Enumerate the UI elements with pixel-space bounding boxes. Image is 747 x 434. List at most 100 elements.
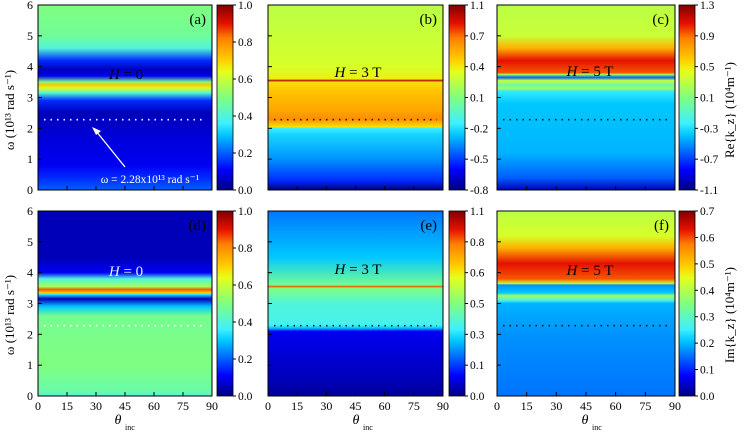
x-tick-label: 90 xyxy=(206,399,218,413)
x-axis-label-col1-sub: inc xyxy=(125,423,135,432)
panel-c: (c) H = 5 T -1.1 -0.7 -0.3 0.1 0.5 0.9 1.3 xyxy=(496,0,718,197)
colorbar-tick-label: 1.0 xyxy=(238,0,253,12)
colorbar xyxy=(678,210,696,397)
field-label: H = 5 T xyxy=(566,64,614,80)
colorbar-tick-label: 0.2 xyxy=(700,338,715,350)
x-tick-label: 0 xyxy=(494,399,500,413)
colorbar-tick-label: -0.3 xyxy=(700,123,718,135)
x-axis-label-col1: θ inc xyxy=(115,413,136,432)
y-axis-label-row2-text: ω (10¹³ rad s⁻¹) xyxy=(2,275,17,355)
x-axis-label-col2-theta: θ xyxy=(353,413,360,428)
field-label: H = 0 xyxy=(108,67,143,83)
colorbar-tick-label: 0.5 xyxy=(700,259,715,271)
x-tick-label: 30 xyxy=(550,399,562,413)
colorbar-tick-label: -0.7 xyxy=(700,154,718,166)
heatmap-f xyxy=(497,211,675,396)
colorbar-tick-label: -1.1 xyxy=(700,185,718,197)
x-tick-label: 60 xyxy=(379,399,391,413)
annotation-arrow-shaft xyxy=(95,130,126,168)
colorbar-tick-label: 0.4 xyxy=(238,111,253,123)
colorbar-tick-label: 0.2 xyxy=(238,148,253,160)
y-tick-label: 1 xyxy=(27,358,33,372)
colorbar-tick-label: 1.1 xyxy=(470,206,485,218)
colorbar-tick-label: 0.6 xyxy=(470,268,485,280)
colorbar xyxy=(216,210,234,397)
colorbar-tick-label: 1.1 xyxy=(470,0,485,12)
y-tick-label: 0 xyxy=(27,183,33,197)
panel-a: 1 2 3 4 5 6 0 (a) H = 0 0.0 0.2 0.4 0.6 0.8 1.0 xyxy=(27,0,253,197)
annotation-arrow-head xyxy=(92,127,101,135)
panel-letter: (b) xyxy=(420,12,438,28)
colorbar-tick-label: 0.7 xyxy=(470,31,485,43)
panel-letter: (e) xyxy=(420,218,437,234)
y-axis-label-row1: ω (10¹³ rad s⁻¹) xyxy=(2,70,17,150)
colorbar-tick-label: 0.8 xyxy=(238,37,253,49)
x-tick-label: 75 xyxy=(408,399,420,413)
panel-e: 0 15 30 45 60 75 90 (e) H = 3 T 0.0 0.1 0.3 0.5 0.6 0.… xyxy=(265,206,485,413)
colorbar-tick-label: 0.0 xyxy=(238,391,253,403)
field-label: H = 3 T xyxy=(334,262,382,278)
colorbar-tick-label: 0.3 xyxy=(470,329,485,341)
y-axis-label-row2: ω (10¹³ rad s⁻¹) xyxy=(2,275,17,355)
colorbar-tick-label: 1.3 xyxy=(700,0,715,12)
colorbar-tick-label: 0.4 xyxy=(238,317,253,329)
colorbar-tick-label: 1.0 xyxy=(238,206,253,218)
heatmap-e xyxy=(268,211,443,396)
y-tick-label: 4 xyxy=(27,60,33,74)
y-tick-label: 6 xyxy=(27,204,33,218)
field-label-value: = 5 T xyxy=(577,263,613,279)
x-tick-label: 45 xyxy=(119,399,131,413)
field-label-symbol: H xyxy=(566,64,579,80)
colorbar-label-row2: Im{k_z} (10⁴m⁻¹) xyxy=(722,267,737,363)
x-tick-label: 60 xyxy=(148,399,160,413)
field-label-value: = 5 T xyxy=(577,64,613,80)
field-label: H = 3 T xyxy=(334,65,382,81)
field-label-symbol: H xyxy=(334,262,347,278)
x-tick-label: 45 xyxy=(350,399,362,413)
colorbar-tick-label: 0.6 xyxy=(238,280,253,292)
colorbar-tick-label: 0.2 xyxy=(238,354,253,366)
colorbar-tick-label: -0.8 xyxy=(470,185,488,197)
x-tick-label: 30 xyxy=(90,399,102,413)
field-label: H = 5 T xyxy=(566,263,614,279)
heatmap-a xyxy=(38,5,212,190)
x-axis-label-col2-sub: inc xyxy=(363,423,373,432)
y-tick-label: 0 xyxy=(27,389,33,403)
x-tick-label: 45 xyxy=(580,399,592,413)
x-axis-label-col3: θ inc xyxy=(582,413,603,432)
field-label-symbol: H xyxy=(108,264,121,280)
colorbar xyxy=(678,4,696,191)
colorbar-tick-label: 0.5 xyxy=(470,299,485,311)
colorbar-tick-label: 0.1 xyxy=(700,365,715,377)
x-axis-label-col2: θ inc xyxy=(353,413,374,432)
x-tick-label: 90 xyxy=(437,399,449,413)
y-tick-label: 2 xyxy=(27,327,33,341)
x-axis-label-col1-theta: θ xyxy=(115,413,122,428)
heatmap-c xyxy=(497,5,675,190)
colorbar-tick-label: 0.7 xyxy=(700,206,715,218)
colorbar-label-row2-text: Im{k_z} (10⁴m⁻¹) xyxy=(722,267,737,363)
annotation-omega-text: ω = 2.28x10¹³ rad s⁻¹ xyxy=(101,174,200,186)
x-axis-label-col3-theta: θ xyxy=(582,413,589,428)
x-tick-label: 0 xyxy=(35,399,41,413)
colorbar-tick-label: 0.6 xyxy=(238,74,253,86)
x-axis-label-col3-sub: inc xyxy=(592,423,602,432)
x-tick-label: 75 xyxy=(639,399,651,413)
colorbar-tick-label: 0.0 xyxy=(238,185,253,197)
colorbar-tick-label: 0.4 xyxy=(700,285,715,297)
panel-letter: (d) xyxy=(189,218,207,234)
panel-letter: (a) xyxy=(189,12,206,28)
y-tick-label: 2 xyxy=(27,121,33,135)
x-tick-label: 90 xyxy=(669,399,681,413)
x-tick-label: 75 xyxy=(177,399,189,413)
field-label-symbol: H xyxy=(566,263,579,279)
colorbar-tick-label: 0.8 xyxy=(470,237,485,249)
colorbar-tick-label: 0.3 xyxy=(700,312,715,324)
y-tick-label: 5 xyxy=(27,235,33,249)
y-tick-label: 4 xyxy=(27,266,33,280)
x-tick-label: 0 xyxy=(265,399,271,413)
x-tick-label: 60 xyxy=(610,399,622,413)
field-label-symbol: H xyxy=(108,67,121,83)
